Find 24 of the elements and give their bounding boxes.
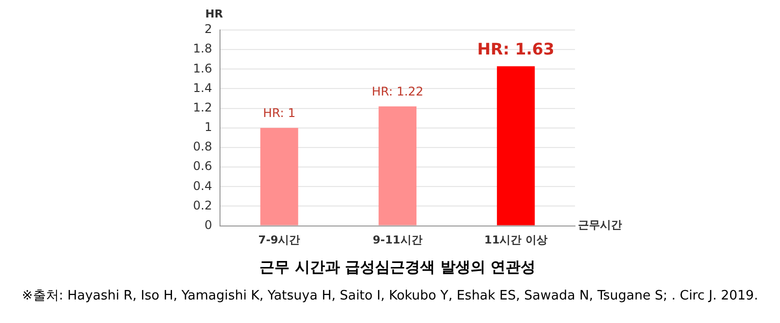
- bar: [260, 128, 298, 226]
- x-tick-label: 11시간 이상: [484, 233, 548, 246]
- y-tick-label: 2: [204, 22, 212, 36]
- y-tick-label: 1: [204, 120, 212, 134]
- x-axis-title: 근무시간: [578, 218, 622, 232]
- y-axis-title: HR: [205, 7, 224, 20]
- bar: [378, 106, 416, 226]
- x-tick-label: 9-11시간: [372, 233, 422, 246]
- y-tick-label: 1.2: [192, 100, 212, 114]
- y-tick-label: 0.6: [192, 159, 212, 174]
- y-tick-label: 0.8: [192, 140, 212, 154]
- bar: [496, 66, 535, 226]
- x-tick-label: 7-9시간: [258, 233, 300, 246]
- data-label: HR: 1: [262, 106, 296, 120]
- y-tick-label: 1.4: [192, 80, 212, 95]
- y-tick-label: 0: [204, 218, 212, 232]
- y-tick-label: 1.8: [192, 42, 212, 56]
- y-tick-label: 1.6: [192, 61, 212, 76]
- text: 근무 시간과 급성심근경색 발생의 연관성: [260, 258, 536, 276]
- y-tick-label: 0.2: [192, 198, 212, 212]
- text: ※출처: Hayashi R, Iso H, Yamagishi K, Yatsuya H, Saito I, Kokubo Y, Eshak ES, Sawada N, Tsugane S; . Circ J. 2019.: [22, 288, 758, 304]
- y-tick-label: 0.4: [192, 178, 212, 193]
- data-label: HR: 1.22: [372, 84, 424, 98]
- data-label: HR: 1.63: [477, 39, 554, 58]
